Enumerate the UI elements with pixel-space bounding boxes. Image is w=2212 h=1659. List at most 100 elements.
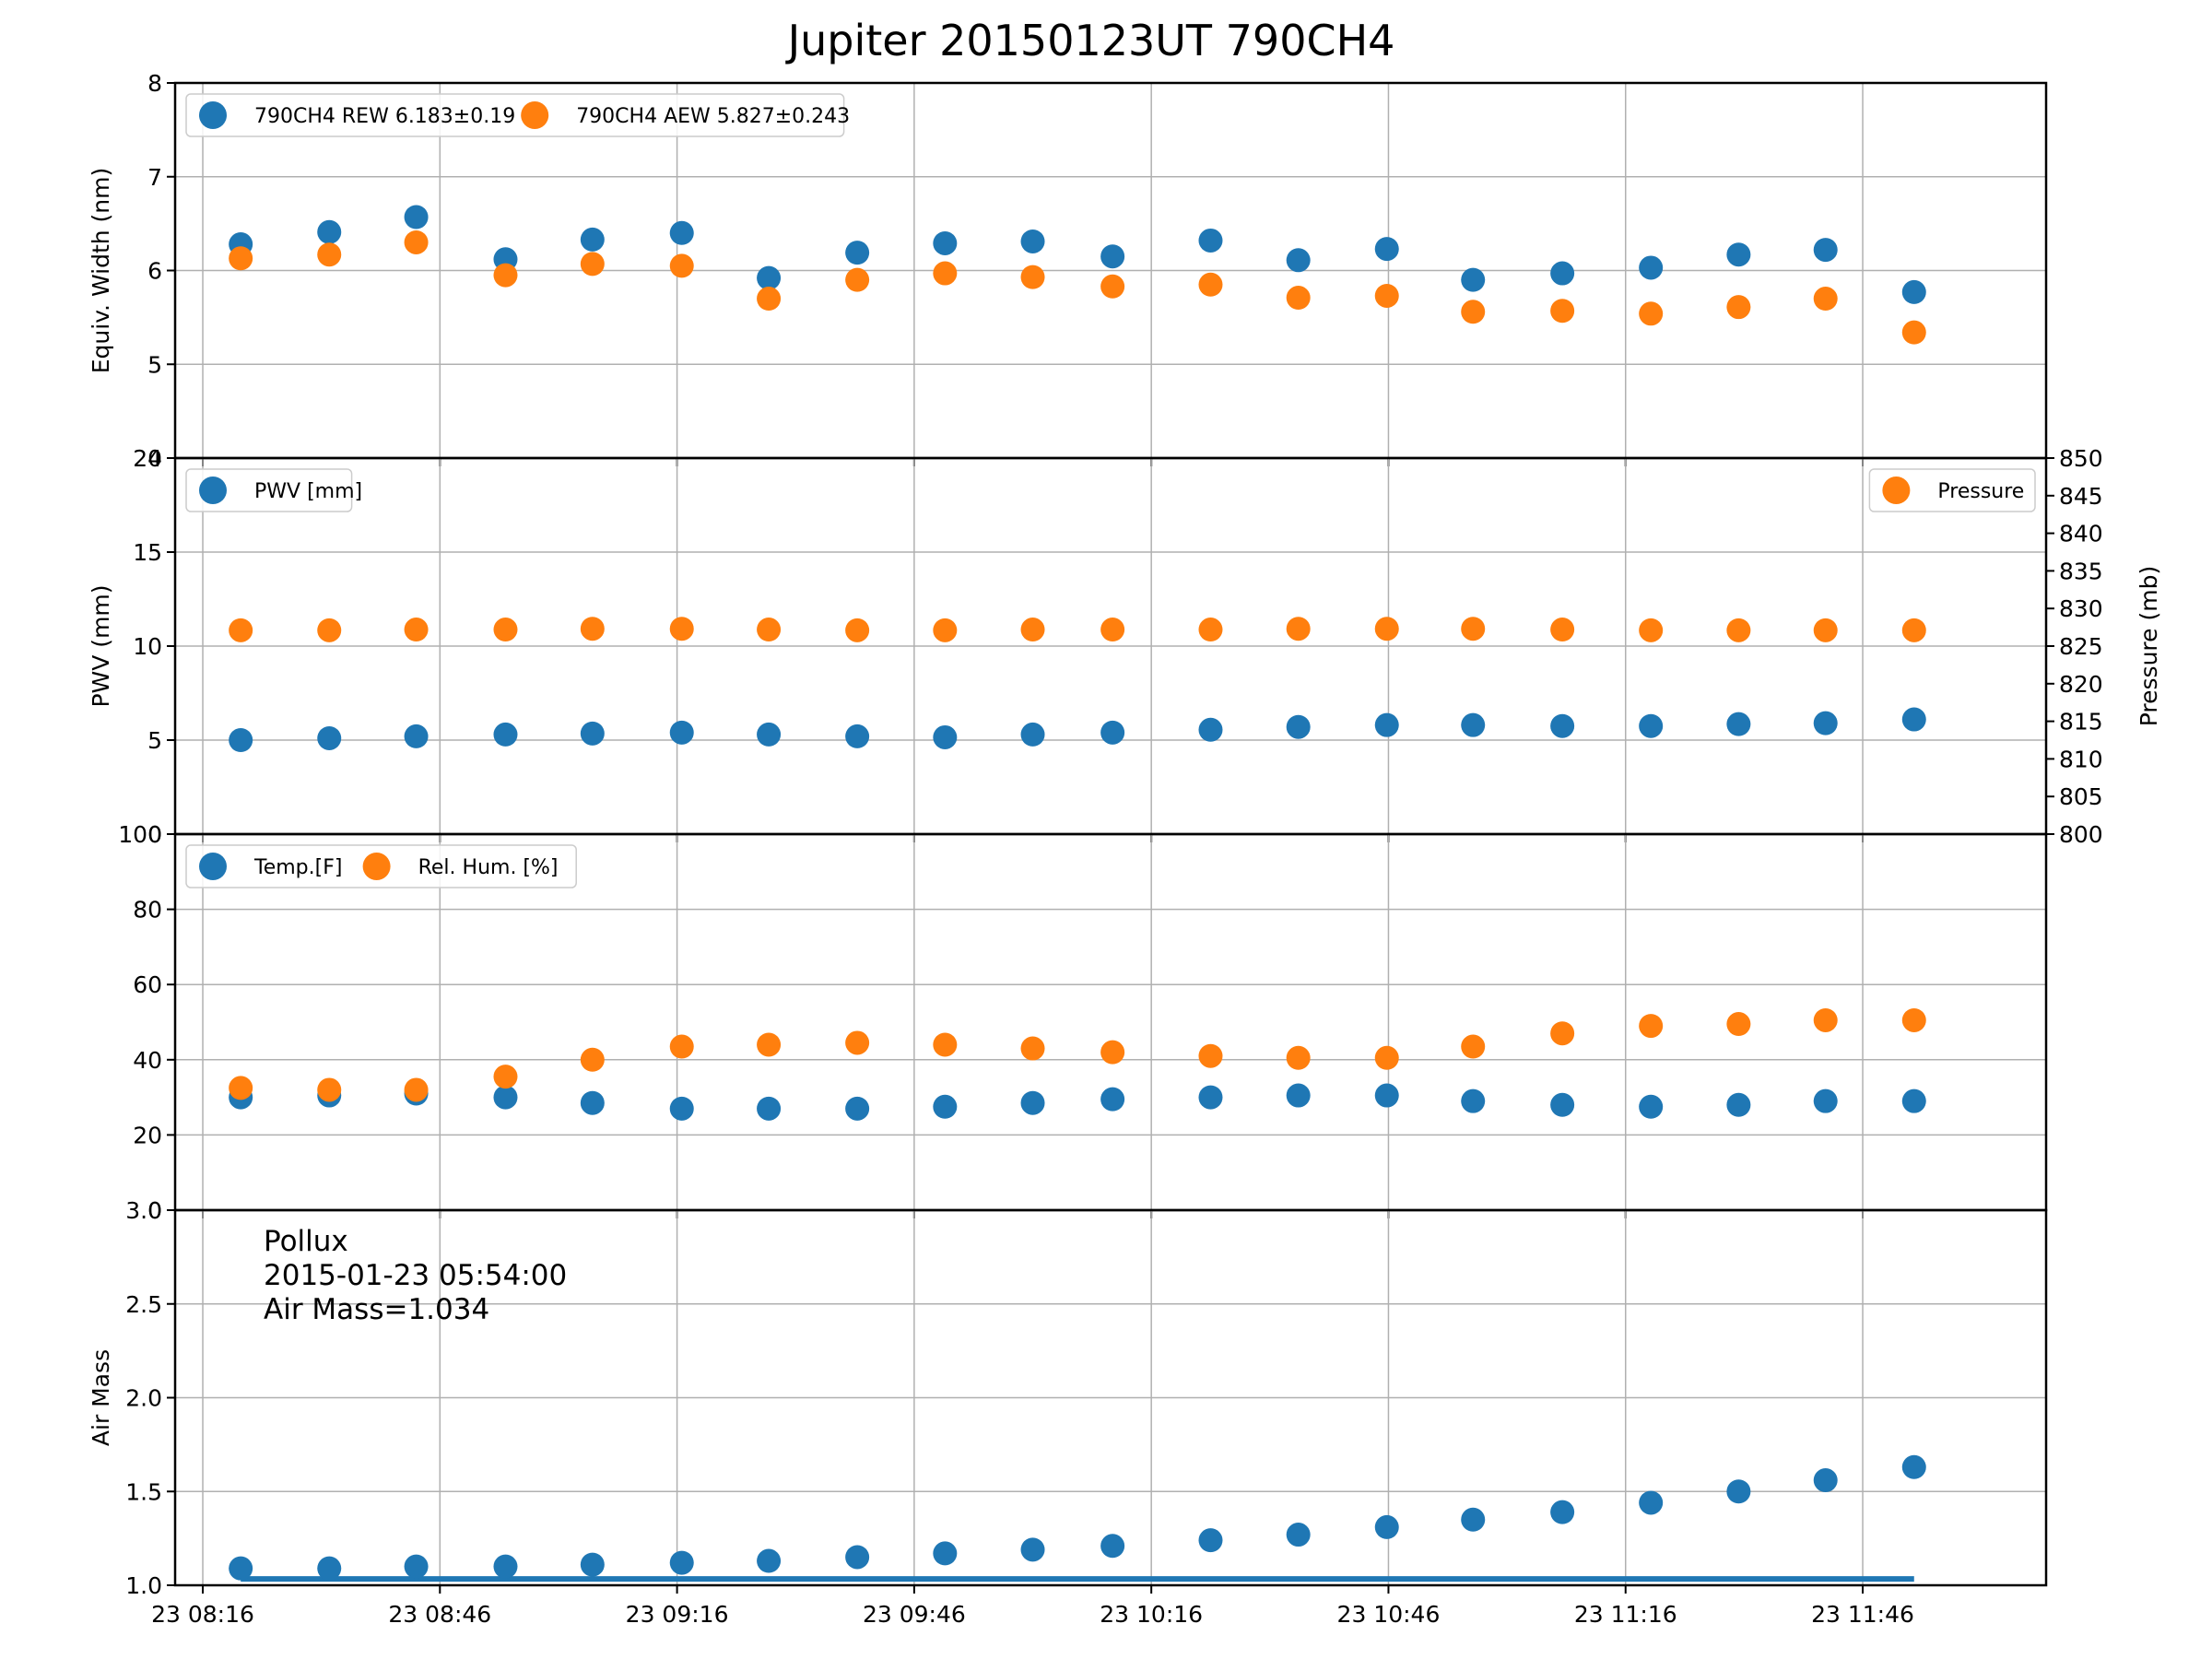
series-2 <box>229 617 1926 642</box>
y-tick-label: 20 <box>133 1122 162 1148</box>
data-point <box>580 252 605 276</box>
data-point <box>1374 1514 1399 1539</box>
legend-entry: Pressure <box>1937 480 2024 503</box>
data-point <box>1550 1500 1575 1524</box>
data-point <box>669 1096 694 1121</box>
y-tick-label: 0 <box>147 821 162 848</box>
data-point <box>1726 242 1751 267</box>
data-point <box>1813 711 1838 735</box>
data-point <box>1639 1014 1664 1039</box>
data-point <box>669 617 694 641</box>
y-tick-label: 1.5 <box>125 1478 162 1505</box>
data-point <box>1100 618 1125 642</box>
data-point <box>669 220 694 245</box>
data-point <box>1198 717 1223 742</box>
data-point <box>1726 295 1751 320</box>
data-point <box>669 253 694 278</box>
data-point <box>669 720 694 745</box>
data-point <box>493 618 518 642</box>
y2-tick-label: 805 <box>2059 783 2103 810</box>
data-point <box>404 229 429 254</box>
legend: PWV [mm] <box>185 468 362 512</box>
data-point <box>317 1077 342 1102</box>
data-point <box>933 261 958 286</box>
data-point <box>1813 238 1838 263</box>
data-point <box>1100 244 1125 269</box>
legend: 790CH4 REW 6.183±0.19 790CH4 AEW 5.827±0.… <box>185 93 850 137</box>
plot-frame <box>173 832 2048 1212</box>
data-point <box>845 1545 870 1570</box>
data-point <box>1100 1087 1125 1112</box>
data-point <box>229 246 253 271</box>
y-tick-label: 5 <box>147 351 162 378</box>
data-point <box>845 724 870 748</box>
legend-box <box>1868 468 2036 512</box>
legend-entry: 790CH4 REW 6.183±0.19 <box>254 105 515 128</box>
data-point <box>493 263 518 288</box>
data-point <box>493 1085 518 1110</box>
data-point <box>757 265 782 290</box>
data-point <box>845 1030 870 1055</box>
annotation-line: Air Mass=1.034 <box>264 1293 489 1326</box>
y-tick-label: 7 <box>147 164 162 191</box>
data-point <box>669 1034 694 1059</box>
y-axis-label: PWV (mm) <box>88 584 114 707</box>
data-point <box>1550 261 1575 286</box>
y2-tick-label: 835 <box>2059 558 2103 584</box>
data-point <box>1198 1528 1223 1553</box>
data-point <box>1374 617 1399 641</box>
data-point <box>317 219 342 244</box>
data-point <box>757 1548 782 1573</box>
data-point <box>1550 1021 1575 1046</box>
data-point <box>1020 229 1045 253</box>
data-point <box>1461 617 1486 641</box>
data-point <box>1550 299 1575 324</box>
data-point <box>580 1090 605 1115</box>
data-point <box>1374 283 1399 308</box>
legend: Temp.[F] Rel. Hum. [%] <box>185 844 577 888</box>
data-point <box>1374 1045 1399 1070</box>
data-point <box>757 1032 782 1057</box>
series-2 <box>229 229 1926 345</box>
data-point <box>404 205 429 229</box>
x-tick-label: 23 10:16 <box>1100 1601 1203 1628</box>
data-point <box>1639 255 1664 280</box>
data-point <box>1901 707 1926 732</box>
data-point <box>1198 1085 1223 1110</box>
data-point <box>1020 265 1045 289</box>
data-point <box>1550 618 1575 642</box>
y-tick-label: 1.0 <box>125 1572 162 1599</box>
data-point <box>404 618 429 642</box>
subplot-3: 0 20 40 60 80 100 Temp.[F] Rel. Hum. [%] <box>118 821 2048 1224</box>
data-point <box>1550 713 1575 738</box>
y-axis-label: Equiv. Width (nm) <box>88 168 114 374</box>
y2-tick-label: 840 <box>2059 521 2103 547</box>
data-point <box>1726 1479 1751 1504</box>
y-tick-label: 2.0 <box>125 1385 162 1412</box>
y-tick-label: 80 <box>133 897 162 924</box>
data-point <box>1639 301 1664 326</box>
legend: Pressure <box>1868 468 2036 512</box>
data-point <box>1286 1523 1311 1547</box>
data-point <box>1286 248 1311 273</box>
data-point <box>1374 712 1399 737</box>
plot-frame <box>173 1208 2048 1587</box>
y2-tick-label: 830 <box>2059 595 2103 622</box>
data-point <box>1901 320 1926 345</box>
data-point <box>580 1552 605 1577</box>
data-point <box>933 1541 958 1566</box>
x-tick-label: 23 09:46 <box>863 1601 966 1628</box>
data-point <box>933 1032 958 1057</box>
data-point <box>580 1047 605 1072</box>
data-point <box>1901 1454 1926 1479</box>
y-tick-label: 0 <box>147 1197 162 1224</box>
legend-marker <box>199 101 227 129</box>
series-2 <box>229 1007 1926 1102</box>
data-point <box>1901 1007 1926 1032</box>
data-point <box>1020 1090 1045 1115</box>
subplot-1: 4 5 6 7 8 Equiv. Width (nm) 790CH4 REW 6.183±0… <box>88 70 2048 472</box>
data-point <box>1198 272 1223 297</box>
y-tick-label: 10 <box>133 633 162 660</box>
data-point <box>1813 618 1838 642</box>
y2-tick-label: 820 <box>2059 671 2103 698</box>
